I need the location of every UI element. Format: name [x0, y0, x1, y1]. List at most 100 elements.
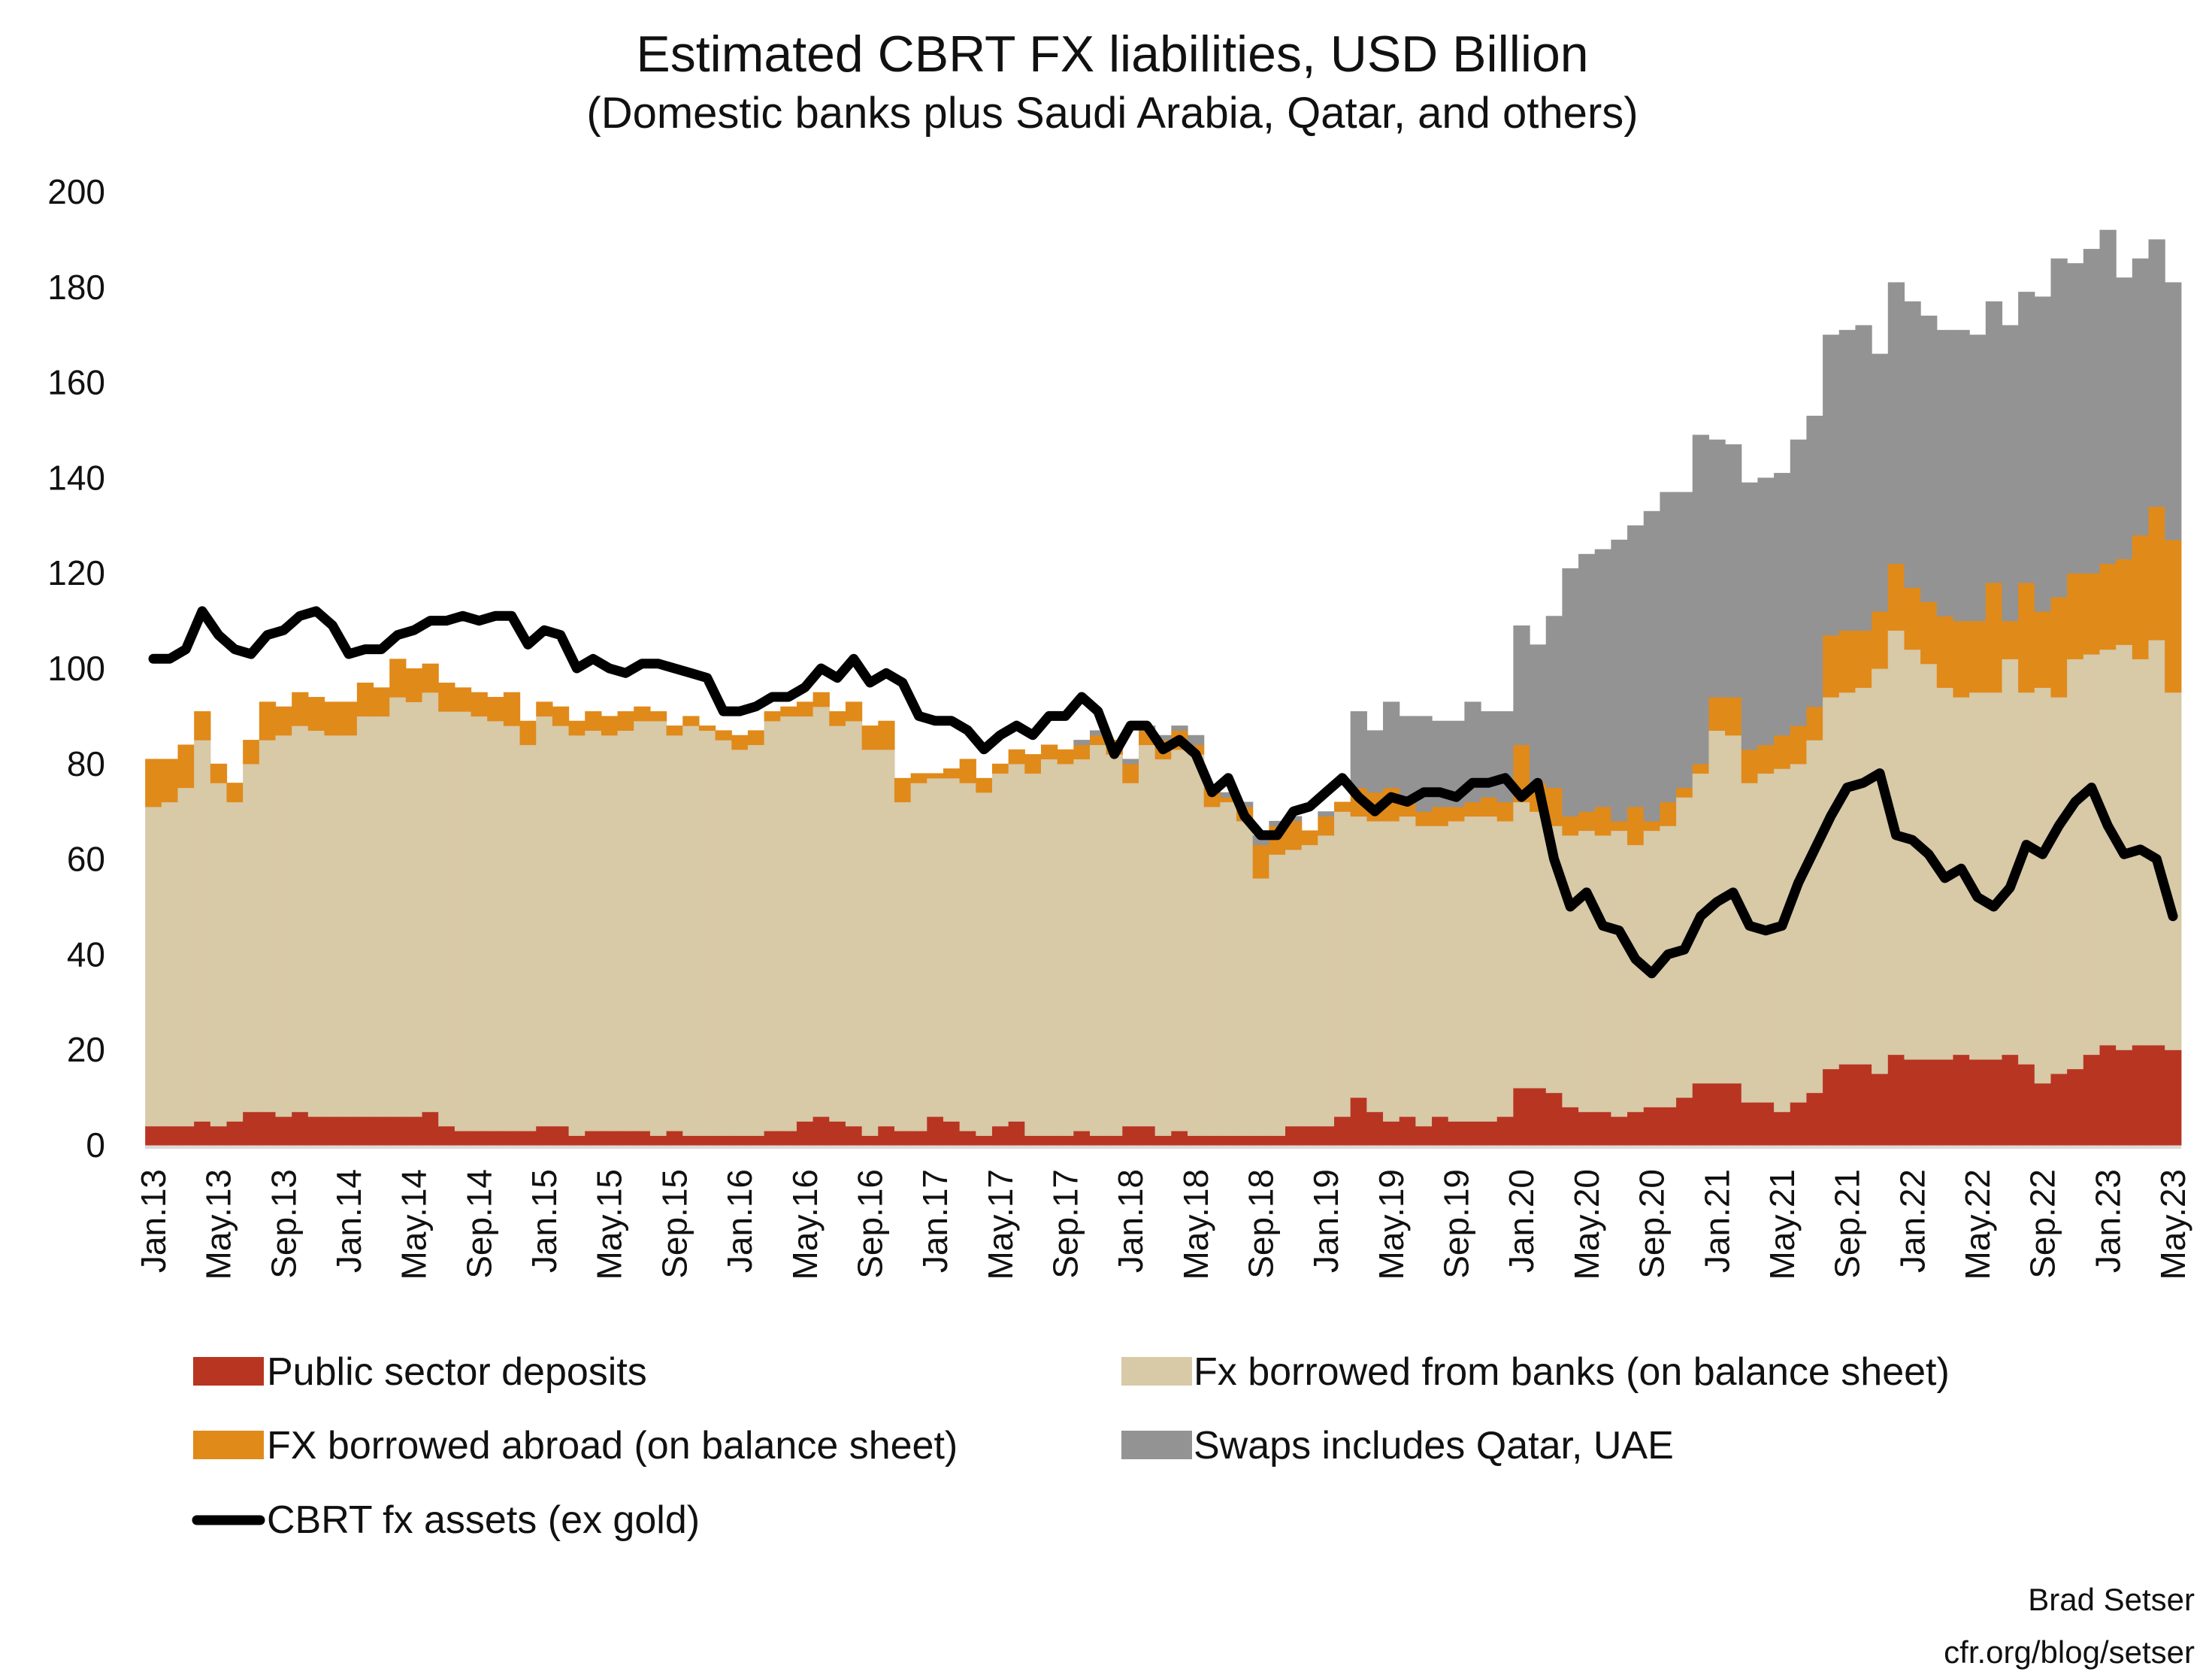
bar-fx-borrowed-abroad-on-balance-sheet	[1496, 801, 1514, 822]
bar-fx-borrowed-abroad-on-balance-sheet	[910, 773, 927, 783]
bar-swaps-includes-qatar-uae	[1578, 553, 1596, 812]
bar-fx-borrowed-abroad-on-balance-sheet	[2034, 610, 2052, 688]
series-line-cbrt-fx-assets	[148, 606, 2178, 979]
bar-fx-borrowed-abroad-on-balance-sheet	[145, 759, 162, 807]
bar-fx-borrowed-from-banks-on-balance-sheet	[1481, 816, 1498, 1122]
x-tick-label: May.22	[1958, 1169, 1997, 1280]
x-tick-label: Jan.23	[2088, 1169, 2127, 1273]
y-tick-label: 40	[67, 934, 105, 974]
bar-fx-borrowed-from-banks-on-balance-sheet	[2148, 639, 2165, 1046]
bar-swaps-includes-qatar-uae	[2165, 282, 2182, 541]
bar-public-sector-deposits	[454, 1130, 472, 1146]
bar-public-sector-deposits	[2165, 1050, 2182, 1146]
bar-fx-borrowed-from-banks-on-balance-sheet	[910, 783, 927, 1131]
bar-fx-borrowed-abroad-on-balance-sheet	[1969, 620, 1987, 693]
bar-fx-borrowed-abroad-on-balance-sheet	[1301, 830, 1318, 846]
bar-public-sector-deposits	[601, 1130, 619, 1146]
bar-swaps-includes-qatar-uae	[1269, 820, 1286, 826]
bar-public-sector-deposits	[1969, 1059, 1987, 1146]
bar-public-sector-deposits	[1252, 1135, 1269, 1146]
bar-public-sector-deposits	[1432, 1116, 1449, 1146]
bar-fx-borrowed-from-banks-on-balance-sheet	[389, 697, 407, 1117]
bar-fx-borrowed-from-banks-on-balance-sheet	[177, 787, 195, 1127]
bar-fx-borrowed-from-banks-on-balance-sheet	[1285, 849, 1303, 1127]
bar-fx-borrowed-from-banks-on-balance-sheet	[617, 730, 634, 1131]
bar-public-sector-deposits	[194, 1121, 211, 1146]
bar-fx-borrowed-from-banks-on-balance-sheet	[422, 692, 439, 1113]
bar-public-sector-deposits	[405, 1116, 423, 1146]
bar-fx-borrowed-abroad-on-balance-sheet	[1904, 587, 1921, 650]
bar-fx-borrowed-from-banks-on-balance-sheet	[845, 720, 863, 1127]
bar-swaps-includes-qatar-uae	[1806, 415, 1823, 707]
x-tick-label: Jan.19	[1306, 1169, 1345, 1273]
bar-public-sector-deposits	[1725, 1083, 1742, 1146]
bar-fx-borrowed-from-banks-on-balance-sheet	[1969, 692, 1987, 1060]
bar-fx-borrowed-from-banks-on-balance-sheet	[1872, 668, 1889, 1074]
bar-public-sector-deposits	[1953, 1054, 1970, 1146]
bar-fx-borrowed-abroad-on-balance-sheet	[1024, 754, 1042, 774]
x-tick-label: Sep.21	[1828, 1169, 1867, 1279]
bar-swaps-includes-qatar-uae	[1920, 315, 1938, 602]
bar-fx-borrowed-from-banks-on-balance-sheet	[1383, 820, 1400, 1122]
bar-fx-borrowed-from-banks-on-balance-sheet	[1530, 811, 1547, 1089]
bar-swaps-includes-qatar-uae	[1676, 492, 1693, 789]
bar-fx-borrowed-abroad-on-balance-sheet	[1057, 749, 1074, 765]
bar-fx-borrowed-abroad-on-balance-sheet	[356, 683, 374, 716]
bar-swaps-includes-qatar-uae	[1643, 510, 1661, 822]
x-tick-label: Sep.20	[1633, 1169, 1672, 1279]
bar-fx-borrowed-from-banks-on-balance-sheet	[552, 725, 570, 1127]
bar-fx-borrowed-abroad-on-balance-sheet	[1562, 816, 1579, 836]
bar-fx-borrowed-from-banks-on-balance-sheet	[2050, 697, 2068, 1074]
bar-fx-borrowed-abroad-on-balance-sheet	[194, 711, 211, 741]
bar-public-sector-deposits	[1040, 1135, 1058, 1146]
x-tick-label: Sep.16	[850, 1169, 889, 1279]
bar-fx-borrowed-from-banks-on-balance-sheet	[292, 725, 309, 1113]
bar-swaps-includes-qatar-uae	[1757, 477, 1775, 746]
bar-fx-borrowed-from-banks-on-balance-sheet	[487, 720, 504, 1131]
bar-public-sector-deposits	[1106, 1135, 1123, 1146]
x-tick-label: May.21	[1763, 1169, 1802, 1280]
bar-public-sector-deposits	[1676, 1097, 1693, 1146]
bar-fx-borrowed-from-banks-on-balance-sheet	[991, 773, 1009, 1127]
legend-item-fx-borrowed-from-banks: Fx borrowed from banks (on balance sheet…	[1121, 1350, 1950, 1394]
bar-fx-borrowed-from-banks-on-balance-sheet	[796, 716, 814, 1122]
bar-public-sector-deposits	[1887, 1054, 1905, 1146]
bar-fx-borrowed-abroad-on-balance-sheet	[519, 720, 537, 746]
bar-fx-borrowed-abroad-on-balance-sheet	[2099, 563, 2117, 650]
bar-public-sector-deposits	[1562, 1107, 1579, 1146]
bar-public-sector-deposits	[226, 1121, 244, 1146]
bar-fx-borrowed-abroad-on-balance-sheet	[1594, 806, 1612, 836]
bar-public-sector-deposits	[1285, 1125, 1303, 1146]
bar-public-sector-deposits	[1545, 1092, 1563, 1146]
bar-public-sector-deposits	[1448, 1121, 1465, 1146]
bar-public-sector-deposits	[1008, 1121, 1025, 1146]
bar-fx-borrowed-abroad-on-balance-sheet	[1725, 697, 1742, 736]
y-tick-label: 100	[47, 649, 105, 688]
bar-public-sector-deposits	[1513, 1087, 1530, 1146]
legend-swatch-public-sector-deposits	[193, 1357, 264, 1386]
bar-fx-borrowed-from-banks-on-balance-sheet	[2034, 687, 2052, 1084]
bar-fx-borrowed-from-banks-on-balance-sheet	[1399, 816, 1416, 1117]
bar-public-sector-deposits	[1578, 1111, 1596, 1146]
bar-fx-borrowed-from-banks-on-balance-sheet	[405, 701, 423, 1117]
legend-item-swaps: Swaps includes Qatar, UAE	[1121, 1424, 1674, 1468]
bar-swaps-includes-qatar-uae	[1660, 492, 1677, 803]
bar-public-sector-deposits	[731, 1135, 749, 1146]
bar-public-sector-deposits	[1236, 1135, 1254, 1146]
bar-swaps-includes-qatar-uae	[1708, 439, 1726, 698]
x-tick-label: Jan.16	[720, 1169, 759, 1273]
bar-fx-borrowed-from-banks-on-balance-sheet	[1432, 825, 1449, 1117]
bar-public-sector-deposits	[1611, 1116, 1628, 1146]
bar-fx-borrowed-abroad-on-balance-sheet	[1643, 820, 1661, 831]
bar-fx-borrowed-from-banks-on-balance-sheet	[1757, 773, 1775, 1103]
bar-public-sector-deposits	[698, 1135, 716, 1146]
bar-fx-borrowed-abroad-on-balance-sheet	[373, 687, 390, 716]
bar-swaps-includes-qatar-uae	[1188, 735, 1205, 746]
bar-public-sector-deposits	[585, 1130, 602, 1146]
bar-fx-borrowed-abroad-on-balance-sheet	[340, 701, 358, 736]
bar-swaps-includes-qatar-uae	[1513, 625, 1530, 746]
bar-public-sector-deposits	[861, 1135, 879, 1146]
bar-public-sector-deposits	[210, 1125, 228, 1146]
bar-fx-borrowed-from-banks-on-balance-sheet	[210, 783, 228, 1127]
x-tick-label: Sep.15	[655, 1169, 694, 1279]
